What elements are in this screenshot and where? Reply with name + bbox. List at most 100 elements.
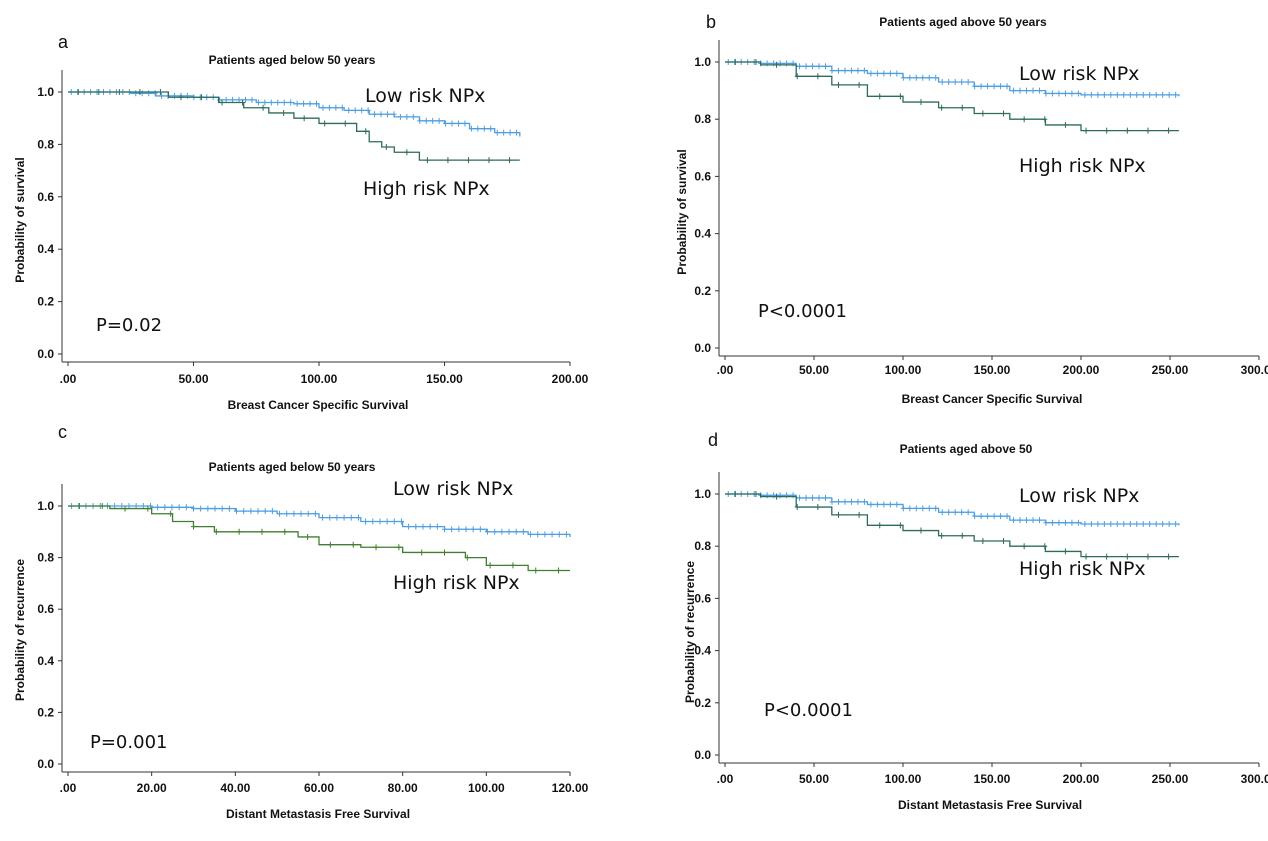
censor-mark: [198, 505, 204, 512]
censor-mark: [777, 60, 783, 67]
censor-mark: [913, 74, 919, 81]
p-value: P<0.0001: [764, 700, 853, 721]
censor-mark: [842, 498, 848, 505]
panel-d: d Patients aged above 50 Probability of …: [634, 418, 1268, 836]
censor-mark: [1083, 553, 1089, 560]
y-tick-label: 0.0: [37, 347, 54, 361]
censor-mark: [1024, 87, 1030, 94]
censor-mark: [152, 90, 158, 97]
censor-mark: [972, 513, 978, 520]
censor-mark: [1030, 517, 1036, 524]
censor-mark: [1069, 519, 1075, 526]
censor-mark: [75, 89, 81, 95]
censor-mark: [96, 89, 102, 95]
censor-mark: [978, 83, 984, 90]
censor-mark: [219, 505, 225, 512]
censor-mark: [939, 79, 945, 86]
censor-mark: [397, 113, 403, 120]
censor-mark: [178, 94, 184, 101]
censor-mark: [255, 508, 261, 515]
censor-mark: [991, 83, 997, 90]
censor-mark: [946, 509, 952, 516]
panel-c: c Patients aged below 50 years Probabili…: [0, 418, 634, 836]
legend-low-risk: Low risk NPx: [365, 85, 485, 107]
censor-mark: [487, 562, 493, 569]
censor-mark: [298, 510, 304, 517]
censor-mark: [162, 504, 168, 511]
censor-mark: [348, 514, 354, 521]
censor-mark: [1145, 127, 1151, 134]
x-tick-label: .00: [60, 781, 77, 795]
y-tick-label: 0.4: [694, 644, 711, 658]
censor-mark: [1088, 91, 1094, 98]
censor-mark: [563, 531, 569, 538]
censor-mark: [1127, 521, 1133, 528]
censor-mark: [1021, 543, 1027, 550]
censor-mark: [455, 120, 461, 127]
censor-mark: [556, 531, 562, 538]
x-tick-label: 50.00: [799, 363, 829, 377]
censor-mark: [312, 510, 318, 517]
censor-mark: [991, 513, 997, 520]
censor-mark: [157, 89, 163, 95]
censor-mark: [205, 505, 211, 512]
censor-mark: [212, 505, 218, 512]
censor-mark: [753, 491, 759, 497]
censor-mark: [510, 562, 516, 569]
censor-mark: [445, 157, 451, 164]
censor-mark: [391, 111, 397, 118]
censor-mark: [391, 518, 397, 525]
panel-a: a Patients aged below 50 years Probabili…: [0, 0, 634, 418]
censor-mark: [301, 115, 307, 122]
censor-mark: [542, 531, 548, 538]
censor-mark: [341, 514, 347, 521]
panel-label: a: [58, 32, 69, 52]
censor-mark: [829, 67, 835, 74]
censor-mark: [1088, 521, 1094, 528]
censor-mark: [301, 100, 307, 107]
censor-mark: [191, 505, 196, 512]
censor-mark: [365, 107, 371, 114]
censor-mark: [327, 541, 333, 548]
y-tick-label: 0.8: [694, 539, 711, 553]
censor-mark: [816, 494, 822, 501]
x-tick-label: 200.00: [552, 372, 589, 386]
censor-mark: [774, 493, 780, 500]
censor-mark: [842, 67, 848, 74]
censor-mark: [920, 74, 926, 81]
censor-mark: [797, 63, 803, 70]
censor-mark: [1166, 127, 1172, 134]
censor-mark: [823, 63, 829, 70]
censor-mark: [861, 67, 867, 74]
censor-mark: [1166, 553, 1172, 560]
x-tick-label: 50.00: [178, 372, 208, 386]
censor-mark: [855, 498, 861, 505]
censor-mark: [1134, 91, 1140, 98]
series-line-high-risk: [68, 91, 520, 161]
censor-mark: [1036, 517, 1042, 524]
censor-mark: [1153, 91, 1159, 98]
censor-mark: [442, 526, 447, 533]
censor-mark: [790, 60, 796, 67]
censor-mark: [305, 533, 311, 540]
censor-mark: [372, 111, 378, 118]
censor-mark: [282, 528, 288, 535]
censor-mark: [494, 129, 500, 136]
x-tick-label: 50.00: [799, 772, 829, 786]
censor-mark: [753, 59, 759, 65]
censor-mark: [946, 79, 952, 86]
censor-mark: [998, 83, 1004, 90]
censor-mark: [939, 104, 945, 111]
censor-mark: [894, 501, 900, 508]
panel-b: b Patients aged above 50 years Probabili…: [634, 0, 1268, 418]
legend-low-risk: Low risk NPx: [1019, 485, 1139, 507]
censor-mark: [370, 518, 376, 525]
censor-mark: [413, 523, 419, 530]
censor-mark: [972, 83, 978, 90]
censor-mark: [855, 67, 861, 74]
chart-title: Patients aged below 50 years: [209, 53, 376, 67]
censor-mark: [998, 513, 1004, 520]
censor-mark: [1166, 91, 1172, 98]
censor-mark: [322, 120, 328, 127]
km-chart-a: a Patients aged below 50 years Probabili…: [13, 32, 589, 412]
